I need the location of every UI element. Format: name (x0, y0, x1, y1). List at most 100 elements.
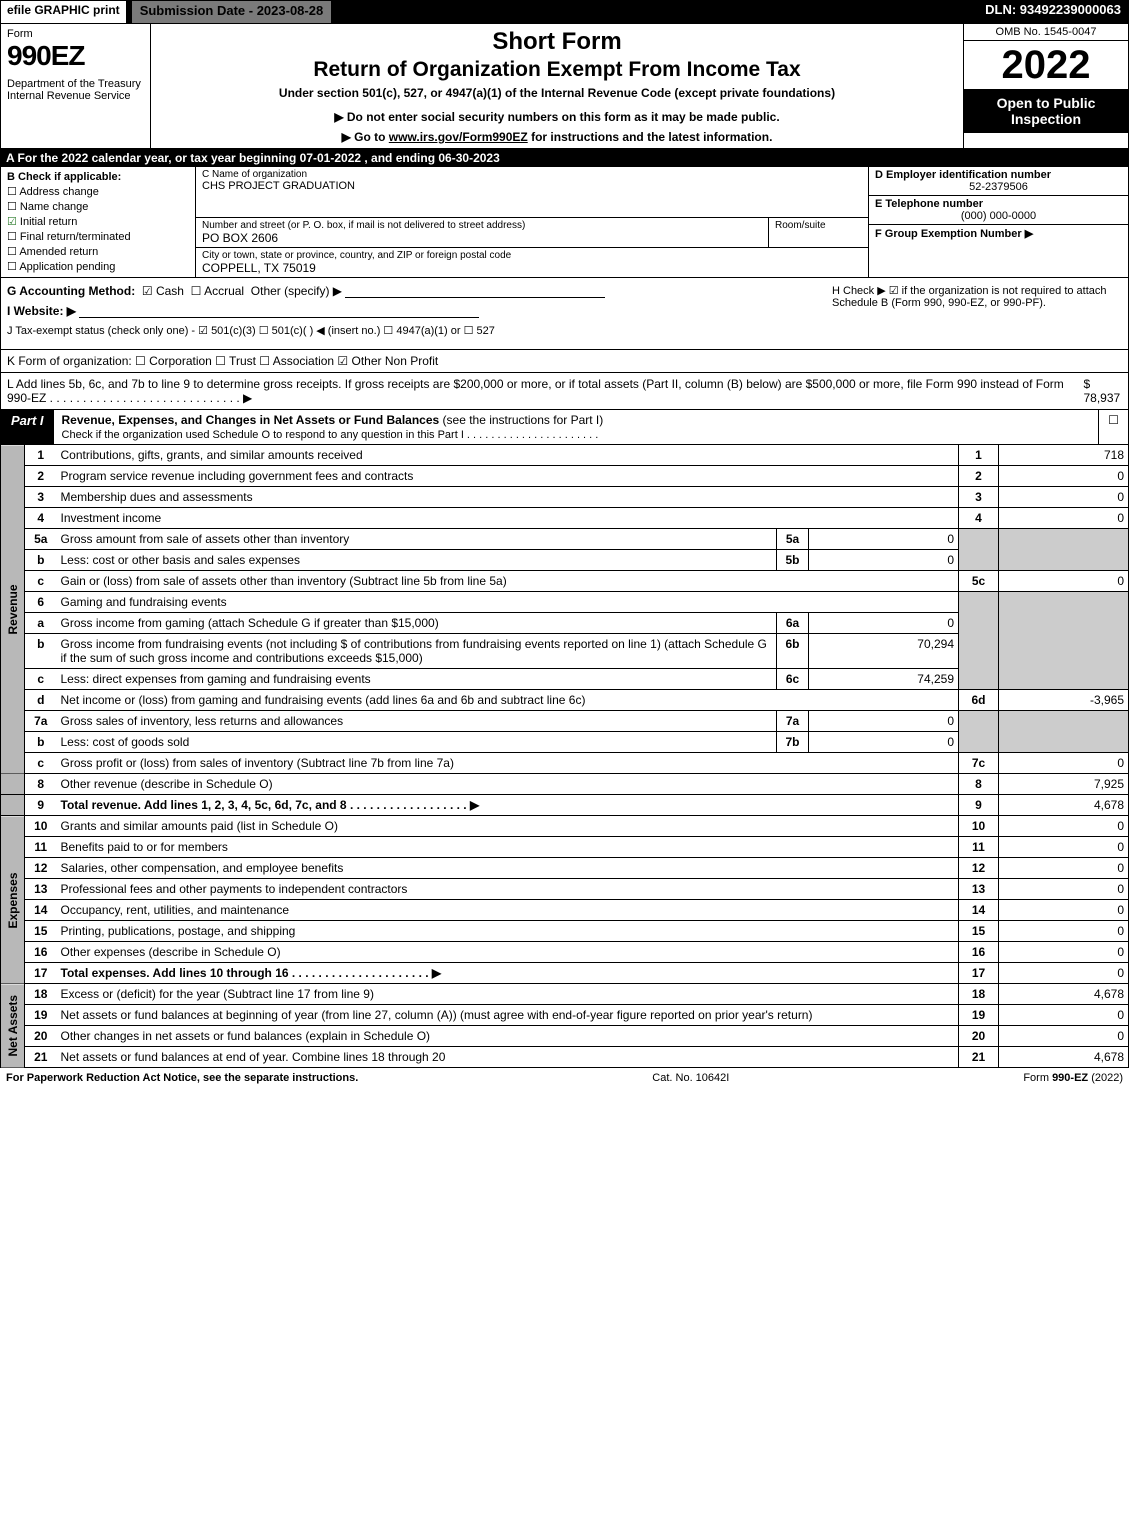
irs-link[interactable]: www.irs.gov/Form990EZ (389, 130, 528, 144)
group-exemption-label: F Group Exemption Number ▶ (875, 227, 1122, 240)
g-other-input[interactable] (345, 284, 605, 298)
ln-18: 18 (25, 984, 57, 1005)
row-l: L Add lines 5b, 6c, and 7b to line 9 to … (0, 373, 1129, 410)
part1-sub: Check if the organization used Schedule … (62, 429, 599, 441)
subtitle-section: Under section 501(c), 527, or 4947(a)(1)… (159, 86, 955, 100)
val-13: 0 (999, 879, 1129, 900)
shade-7 (959, 711, 999, 753)
g-cash[interactable]: ☑ Cash (142, 284, 184, 298)
group-exemption-cell: F Group Exemption Number ▶ (869, 225, 1128, 242)
num-21: 21 (959, 1047, 999, 1068)
val-14: 0 (999, 900, 1129, 921)
omb-number: OMB No. 1545-0047 (964, 24, 1128, 41)
ein-label: D Employer identification number (875, 169, 1122, 181)
num-3: 3 (959, 487, 999, 508)
desc-13: Professional fees and other payments to … (57, 879, 959, 900)
ln-6d: d (25, 690, 57, 711)
ssn-warning: ▶ Do not enter social security numbers o… (159, 110, 955, 124)
subval-5a: 0 (809, 529, 959, 550)
sub3-pre: ▶ Go to (342, 130, 389, 144)
desc-1: Contributions, gifts, grants, and simila… (57, 445, 959, 466)
desc-12: Salaries, other compensation, and employ… (57, 858, 959, 879)
sub-5a: 5a (777, 529, 809, 550)
num-7c: 7c (959, 753, 999, 774)
g-label: G Accounting Method: (7, 284, 135, 298)
section-b-header: B Check if applicable: (7, 171, 189, 183)
val-11: 0 (999, 837, 1129, 858)
ln-11: 11 (25, 837, 57, 858)
chk-application-pending[interactable]: Application pending (7, 260, 189, 273)
ln-13: 13 (25, 879, 57, 900)
chk-final-return[interactable]: Final return/terminated (7, 230, 189, 243)
part1-title-bold: Revenue, Expenses, and Changes in Net As… (62, 413, 440, 427)
desc-6b: Gross income from fundraising events (no… (57, 634, 777, 669)
g-accrual[interactable]: ☐ Accrual (191, 284, 244, 298)
num-10: 10 (959, 816, 999, 837)
ln-15: 15 (25, 921, 57, 942)
desc-3: Membership dues and assessments (57, 487, 959, 508)
desc-6d: Net income or (loss) from gaming and fun… (57, 690, 959, 711)
website-input[interactable] (79, 304, 479, 318)
side-blank2 (1, 795, 25, 816)
ln-14: 14 (25, 900, 57, 921)
val-5c: 0 (999, 571, 1129, 592)
shade-5v (999, 529, 1129, 571)
page-footer: For Paperwork Reduction Act Notice, see … (0, 1068, 1129, 1088)
title-block: Short Form Return of Organization Exempt… (151, 24, 963, 148)
val-21: 4,678 (999, 1047, 1129, 1068)
form-id-block: Form 990EZ Department of the Treasury In… (1, 24, 151, 148)
title-main: Return of Organization Exempt From Incom… (159, 58, 955, 82)
desc-5a: Gross amount from sale of assets other t… (57, 529, 777, 550)
city-value: COPPELL, TX 75019 (202, 261, 862, 275)
val-19: 0 (999, 1005, 1129, 1026)
ln-5a: 5a (25, 529, 57, 550)
side-revenue: Revenue (1, 445, 25, 774)
section-def: D Employer identification number 52-2379… (868, 167, 1128, 277)
desc-20: Other changes in net assets or fund bala… (57, 1026, 959, 1047)
val-16: 0 (999, 942, 1129, 963)
expenses-table: Expenses 10 Grants and similar amounts p… (0, 816, 1129, 984)
ln-12: 12 (25, 858, 57, 879)
row-l-text: L Add lines 5b, 6c, and 7b to line 9 to … (7, 377, 1083, 405)
desc-9: Total revenue. Add lines 1, 2, 3, 4, 5c,… (57, 795, 959, 816)
desc-4: Investment income (57, 508, 959, 529)
val-20: 0 (999, 1026, 1129, 1047)
row-a-tax-year: A For the 2022 calendar year, or tax yea… (0, 149, 1129, 167)
ln-6: 6 (25, 592, 57, 613)
ln-20: 20 (25, 1026, 57, 1047)
department-label: Department of the Treasury Internal Reve… (7, 78, 144, 102)
num-20: 20 (959, 1026, 999, 1047)
chk-name-change[interactable]: Name change (7, 200, 189, 213)
side-netassets: Net Assets (1, 984, 25, 1068)
right-header-block: OMB No. 1545-0047 2022 Open to Public In… (963, 24, 1128, 148)
efile-print-button[interactable]: efile GRAPHIC print (0, 0, 127, 24)
form-number: 990EZ (7, 40, 144, 72)
instructions-link-line: ▶ Go to www.irs.gov/Form990EZ for instru… (159, 130, 955, 144)
g-other[interactable]: Other (specify) ▶ (251, 284, 342, 298)
city-label: City or town, state or province, country… (202, 250, 862, 261)
val-12: 0 (999, 858, 1129, 879)
ln-3: 3 (25, 487, 57, 508)
val-17: 0 (999, 963, 1129, 984)
desc-6a: Gross income from gaming (attach Schedul… (57, 613, 777, 634)
row-g: G Accounting Method: ☑ Cash ☐ Accrual Ot… (7, 284, 822, 298)
part1-checkbox[interactable]: ☐ (1098, 410, 1128, 444)
num-12: 12 (959, 858, 999, 879)
submission-date-badge: Submission Date - 2023-08-28 (131, 0, 333, 24)
footer-r-bold: 990-EZ (1052, 1072, 1088, 1084)
dln-label: DLN: 93492239000063 (977, 0, 1129, 24)
shade-6v (999, 592, 1129, 690)
chk-amended-return[interactable]: Amended return (7, 245, 189, 258)
subval-6a: 0 (809, 613, 959, 634)
desc-7c: Gross profit or (loss) from sales of inv… (57, 753, 959, 774)
side-blank1 (1, 774, 25, 795)
ln-6a: a (25, 613, 57, 634)
chk-address-change[interactable]: Address change (7, 185, 189, 198)
desc-7a: Gross sales of inventory, less returns a… (57, 711, 777, 732)
chk-initial-return[interactable]: Initial return (7, 215, 189, 228)
ln-4: 4 (25, 508, 57, 529)
num-1: 1 (959, 445, 999, 466)
footer-catno: Cat. No. 10642I (358, 1072, 1023, 1084)
shade-7v (999, 711, 1129, 753)
top-bar: efile GRAPHIC print Submission Date - 20… (0, 0, 1129, 24)
